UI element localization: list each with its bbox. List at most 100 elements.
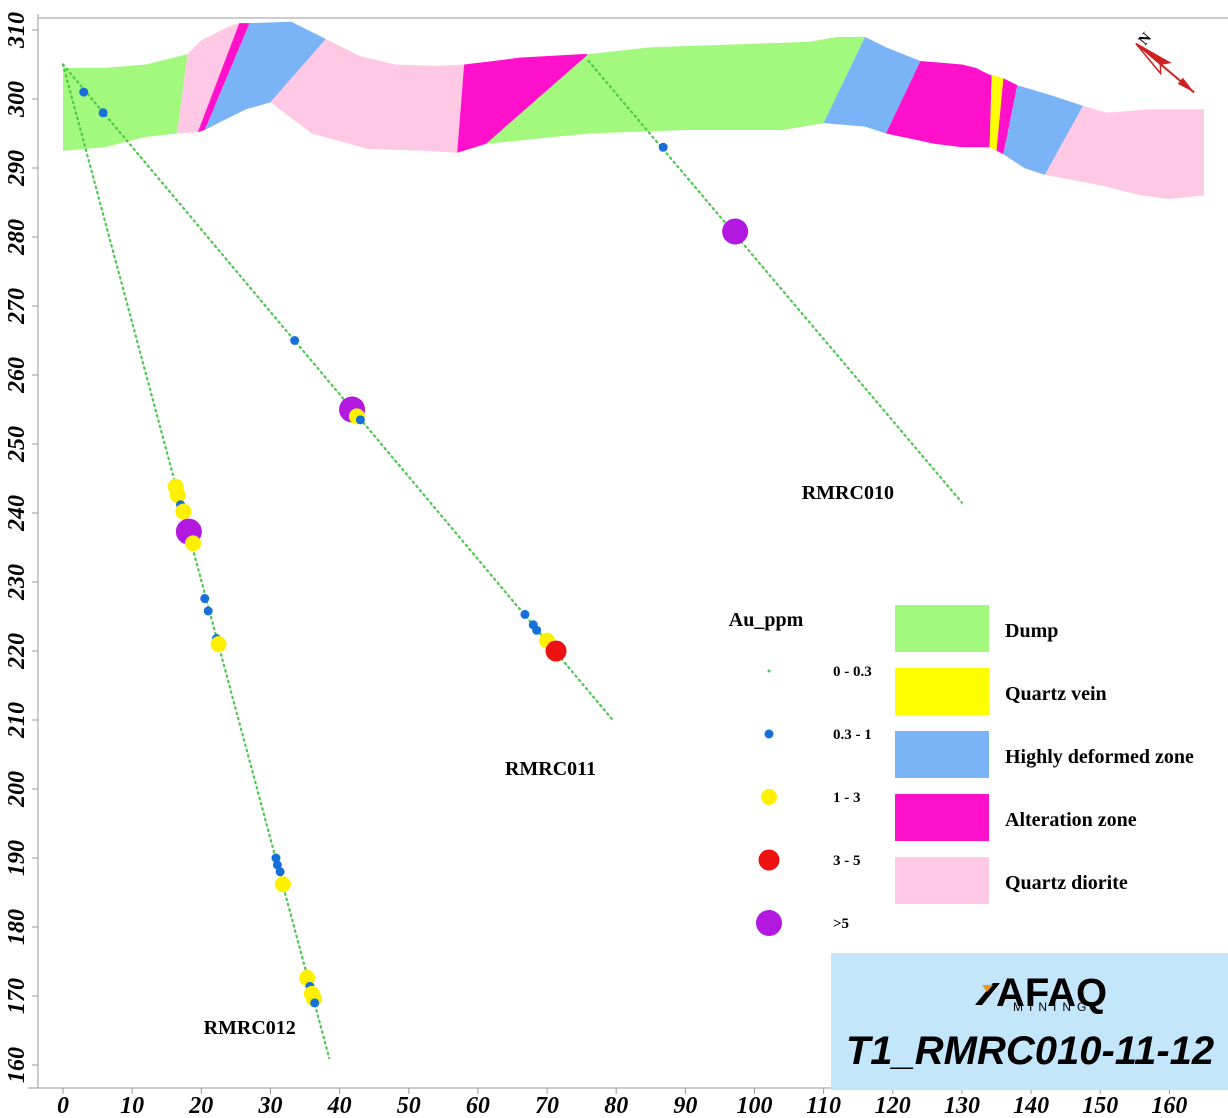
au-legend-label: 3 - 5 [833,853,861,869]
au-legend-symbol [761,789,777,805]
x-tick-label: 110 [806,1093,841,1118]
assay-point [185,535,202,552]
au-legend-symbol [756,910,782,936]
lithology-legend-label: Alteration zone [1005,809,1137,831]
lithology-unit-highly-deformed-zone [823,36,921,134]
lithology-legend-label: Quartz diorite [1005,872,1128,894]
assay-point [658,142,668,152]
lithology-unit-alteration-zone [457,54,589,153]
figure-title: T1_RMRC010-11-12 [846,1029,1214,1073]
lithology-unit-quartz-diorite [177,23,240,134]
lithology-legend-swatch [895,668,989,715]
lithology-legend-label: Quartz vein [1005,683,1107,705]
y-tick-label: 210 [4,702,30,739]
x-tick-label: 120 [875,1093,911,1118]
legend-layer: Au_ppm 0 - 0.3 0.3 - 1 1 - 3 3 - 5 >5 Dump Quar… [729,605,1194,936]
lithology-unit-quartz-diorite [1044,105,1204,199]
y-tick-label: 260 [4,357,30,394]
x-tick-label: 20 [188,1093,213,1118]
axis-layer: 0 10 20 30 40 50 60 70 80 90 100 110 120 130 140 150 160… [4,12,1228,1118]
assay-point [271,853,281,863]
lithology-legend-swatch [895,794,989,841]
lithology-legend-label: Dump [1005,620,1058,642]
au-legend-label: >5 [833,916,849,932]
y-tick-label: 220 [4,633,30,670]
lithology-legend-swatch [895,731,989,778]
y-tick-label: 230 [4,564,30,601]
y-tick-label: 280 [4,219,30,256]
y-tick-label: 300 [4,81,30,118]
lithology-unit-alteration-zone [885,61,992,148]
assay-point [98,108,108,118]
au-legend-symbol [767,669,771,673]
x-tick-label: 130 [944,1093,980,1118]
lithology-unit-alteration-zone [996,78,1018,155]
assay-point [290,336,300,345]
y-tick-label: 270 [4,288,30,325]
lithology-unit-quartz-vein [989,74,1004,151]
assay-point [722,218,749,245]
lithology-legend-swatch [895,605,989,652]
title-plate [831,953,1228,1090]
x-tick-label: 40 [327,1093,352,1118]
hole-label-rmrc010: RMRC010 [802,482,894,504]
lithology-layer [63,21,1204,199]
assay-point [169,487,186,504]
y-tick-label: 200 [4,771,30,808]
x-tick-label: 0 [57,1093,69,1118]
assay-point [210,636,227,653]
x-tick-label: 100 [737,1093,773,1118]
au-legend-symbol [758,849,780,871]
drillhole-trace-rmrc012 [61,63,331,1060]
lithology-unit-dump [486,36,866,144]
assay-point [79,87,89,97]
x-tick-label: 50 [397,1093,421,1118]
hole-label-rmrc011: RMRC011 [505,758,596,780]
assay-point [545,640,567,662]
au-legend-label: 0 - 0.3 [833,664,872,680]
assay-point [532,625,542,635]
x-tick-label: 90 [673,1093,697,1118]
x-tick-label: 60 [466,1093,490,1118]
y-tick-label: 240 [4,495,30,532]
assay-point [520,609,530,619]
logo-mark-icon [975,983,1000,1005]
logo-name: AFAQ [996,971,1107,1015]
x-tick-label: 80 [604,1093,628,1118]
x-tick-label: 10 [120,1093,144,1118]
assay-point [200,594,210,604]
au-legend-label: 1 - 3 [833,790,861,806]
logo-subtitle: MINING [1013,1000,1092,1014]
x-tick-label: 150 [1082,1093,1118,1118]
y-tick-label: 180 [4,909,30,945]
assay-point [274,876,291,893]
au-legend-label: 0.3 - 1 [833,727,872,743]
drillhole-trace-rmrc011 [61,63,614,722]
assay-point [355,415,365,425]
drillhole-layer [61,59,964,1060]
hole-label-rmrc012: RMRC012 [204,1017,296,1039]
lithology-unit-alteration-zone [197,23,250,133]
assay-point [310,998,320,1008]
x-tick-label: 160 [1151,1093,1187,1118]
lithology-unit-dump [63,54,188,151]
lithology-legend-label: Highly deformed zone [1005,746,1194,768]
assay-layer [79,87,749,1008]
y-tick-label: 310 [4,12,30,49]
x-tick-label: 70 [535,1093,559,1118]
logo-accent-icon [982,985,993,992]
lithology-unit-quartz-diorite [270,39,465,153]
x-tick-label: 30 [257,1093,282,1118]
lithology-unit-highly-deformed-zone [204,21,326,131]
y-tick-label: 190 [4,840,30,876]
au-legend-symbol [764,729,774,739]
au-legend-title: Au_ppm [729,609,804,631]
hole-label-layer: RMRC010 RMRC011 RMRC012 [204,482,894,1039]
afaq-logo: AFAQ MINING [975,971,1107,1015]
lithology-unit-highly-deformed-zone [1003,85,1083,175]
lithology-legend-swatch [895,857,989,904]
y-tick-label: 160 [4,1047,30,1083]
assay-point [272,860,282,870]
